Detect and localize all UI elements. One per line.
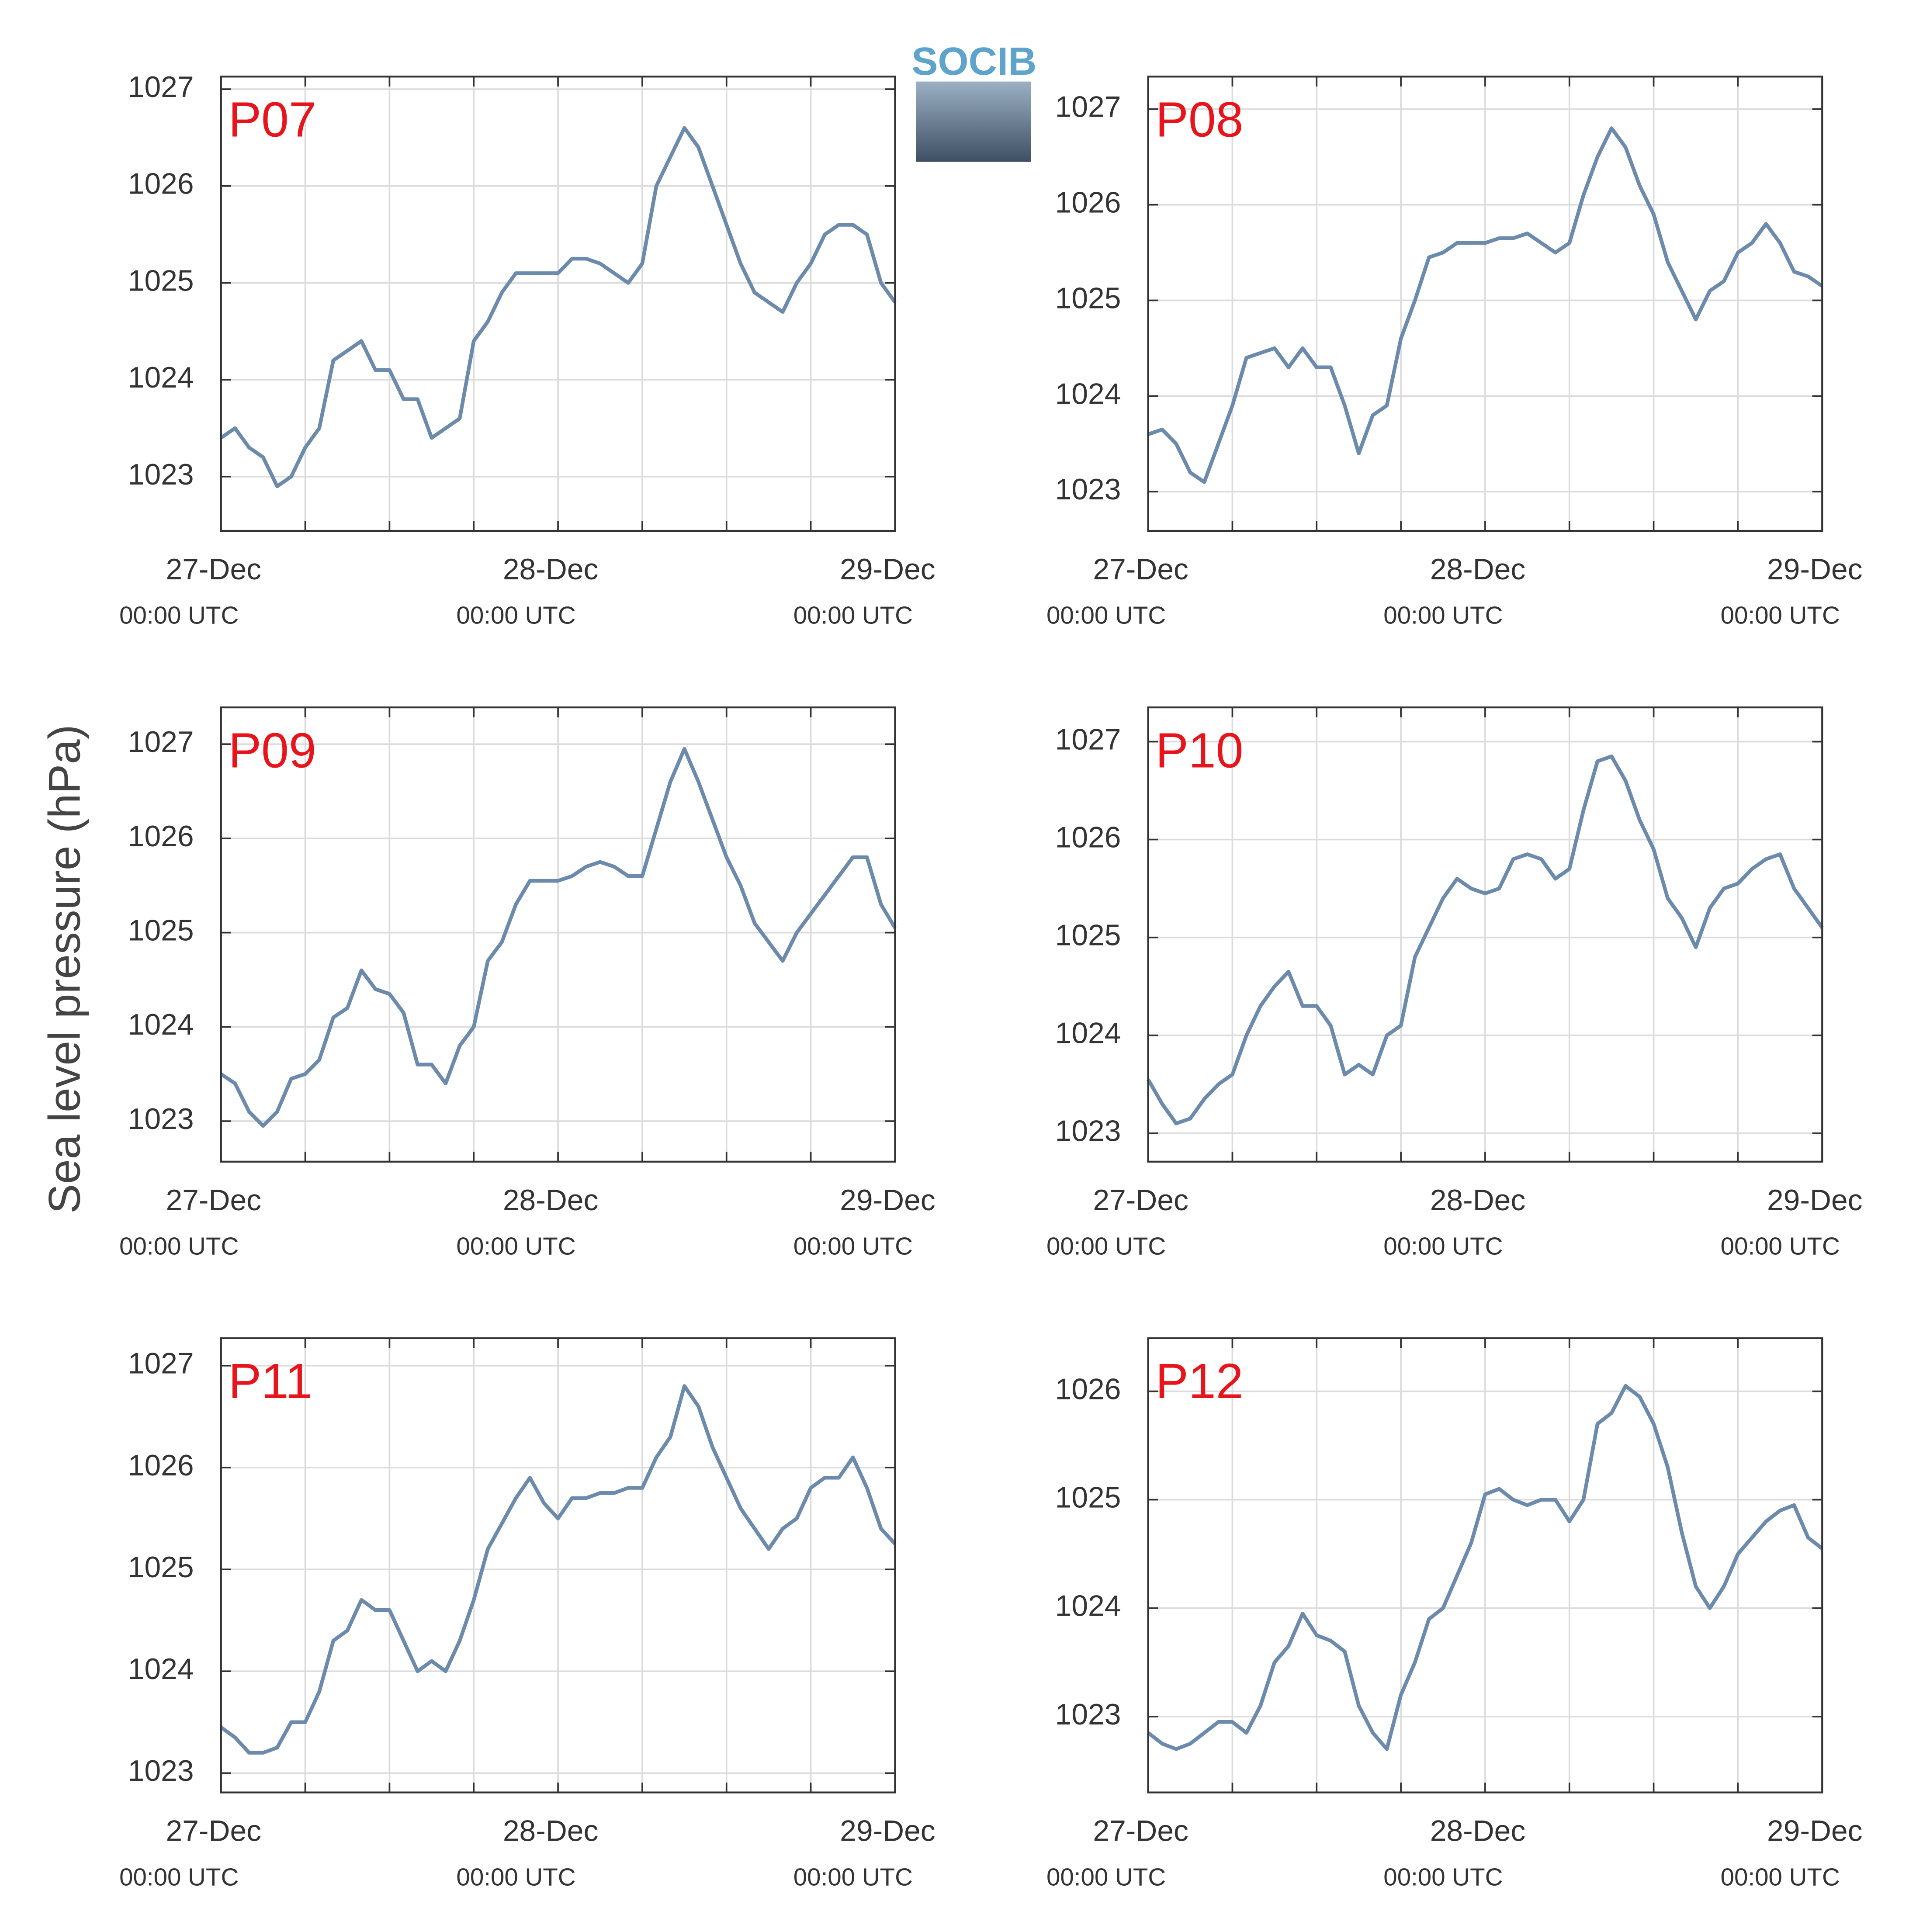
- y-tick-label: 1026: [1055, 187, 1121, 219]
- x-tick-label: 27-Dec: [1093, 553, 1188, 586]
- y-tick-label: 1026: [128, 1449, 194, 1482]
- x-tick-sublabel: 00:00 UTC: [1046, 602, 1166, 629]
- plot-frame: [220, 706, 896, 1163]
- station-label: P10: [1156, 723, 1244, 778]
- y-tick-label: 1024: [128, 1653, 194, 1686]
- station-label: P12: [1156, 1354, 1244, 1409]
- logo-block: [916, 81, 1031, 162]
- data-line: [220, 1384, 897, 1755]
- x-tick-label: 27-Dec: [1093, 1184, 1188, 1217]
- x-tick-label: 29-Dec: [840, 1184, 935, 1217]
- y-tick-label: 1023: [1055, 1115, 1121, 1148]
- y-tick-label: 1025: [1055, 919, 1121, 952]
- x-tick-sublabel: 00:00 UTC: [1721, 1863, 1840, 1890]
- x-tick-sublabel: 00:00 UTC: [1046, 1233, 1166, 1260]
- y-tick-label: 1023: [128, 1755, 194, 1787]
- x-tick-label: 28-Dec: [503, 553, 599, 586]
- y-tick-label: 1027: [1055, 723, 1121, 756]
- x-tick-sublabel: 00:00 UTC: [456, 602, 575, 629]
- x-tick-sublabel: 00:00 UTC: [793, 1863, 913, 1890]
- x-tick-label: 29-Dec: [1767, 1184, 1863, 1217]
- plot-frame: [1147, 706, 1823, 1163]
- x-tick-sublabel: 00:00 UTC: [1721, 602, 1840, 629]
- y-tick-label: 1023: [128, 1103, 194, 1136]
- x-tick-sublabel: 00:00 UTC: [1046, 1863, 1166, 1890]
- data-line: [1146, 754, 1824, 1125]
- y-tick-label: 1024: [1055, 1590, 1121, 1623]
- station-label: P08: [1156, 92, 1244, 147]
- y-tick-label: 1023: [1055, 473, 1121, 506]
- x-tick-sublabel: 00:00 UTC: [456, 1233, 575, 1260]
- x-tick-sublabel: 00:00 UTC: [1721, 1233, 1840, 1260]
- y-tick-label: 1024: [1055, 1017, 1121, 1050]
- plot-frame: [220, 76, 896, 532]
- x-tick-sublabel: 00:00 UTC: [1383, 1233, 1503, 1260]
- y-tick-label: 1025: [1055, 282, 1121, 315]
- data-line: [1147, 1384, 1823, 1751]
- y-tick-label: 1025: [128, 264, 194, 297]
- x-tick-sublabel: 00:00 UTC: [119, 1233, 239, 1260]
- x-tick-label: 28-Dec: [503, 1184, 599, 1217]
- x-tick-label: 29-Dec: [840, 553, 935, 586]
- x-tick-label: 28-Dec: [1430, 553, 1526, 586]
- logo-text: SOCIB: [911, 39, 1036, 83]
- plot-frame: [220, 1337, 896, 1794]
- station-label: P11: [229, 1354, 313, 1409]
- y-tick-label: 1024: [128, 1008, 194, 1041]
- y-tick-label: 1026: [1055, 1373, 1121, 1406]
- x-tick-sublabel: 00:00 UTC: [793, 602, 913, 629]
- y-tick-label: 1024: [1055, 377, 1121, 410]
- x-tick-label: 27-Dec: [166, 1815, 262, 1848]
- y-tick-label: 1026: [128, 168, 194, 201]
- x-tick-label: 29-Dec: [1767, 553, 1863, 586]
- x-tick-label: 27-Dec: [166, 1184, 262, 1217]
- y-tick-label: 1026: [128, 820, 194, 853]
- x-tick-label: 29-Dec: [1767, 1815, 1863, 1848]
- data-line: [220, 126, 897, 488]
- y-tick-label: 1027: [128, 726, 194, 758]
- x-tick-label: 28-Dec: [503, 1815, 599, 1848]
- y-tick-label: 1023: [128, 458, 194, 491]
- y-tick-label: 1025: [128, 1551, 194, 1584]
- y-tick-label: 1026: [1055, 821, 1121, 854]
- x-tick-sublabel: 00:00 UTC: [119, 1863, 239, 1890]
- x-tick-sublabel: 00:00 UTC: [1383, 602, 1503, 629]
- y-tick-label: 1027: [128, 1347, 194, 1380]
- x-tick-label: 27-Dec: [166, 553, 262, 586]
- x-tick-label: 29-Dec: [840, 1815, 935, 1848]
- y-tick-label: 1025: [128, 914, 194, 947]
- y-tick-label: 1023: [1055, 1698, 1121, 1731]
- x-tick-sublabel: 00:00 UTC: [119, 602, 239, 629]
- x-tick-sublabel: 00:00 UTC: [793, 1233, 913, 1260]
- data-line: [1147, 126, 1823, 484]
- x-tick-label: 28-Dec: [1430, 1815, 1526, 1848]
- plot-frame: [1147, 76, 1823, 532]
- data-line: [220, 747, 897, 1128]
- y-tick-label: 1025: [1055, 1482, 1121, 1514]
- y-tick-label: 1024: [128, 361, 194, 394]
- station-label: P07: [229, 92, 316, 147]
- plot-frame: [1147, 1337, 1823, 1794]
- y-tick-label: 1027: [128, 71, 194, 104]
- x-tick-sublabel: 00:00 UTC: [456, 1863, 575, 1890]
- x-tick-sublabel: 00:00 UTC: [1383, 1863, 1503, 1890]
- y-axis-label: Sea level pressure (hPa): [39, 724, 89, 1213]
- x-tick-label: 27-Dec: [1093, 1815, 1188, 1848]
- y-tick-label: 1027: [1055, 91, 1121, 124]
- x-tick-label: 28-Dec: [1430, 1184, 1526, 1217]
- station-label: P09: [229, 723, 316, 778]
